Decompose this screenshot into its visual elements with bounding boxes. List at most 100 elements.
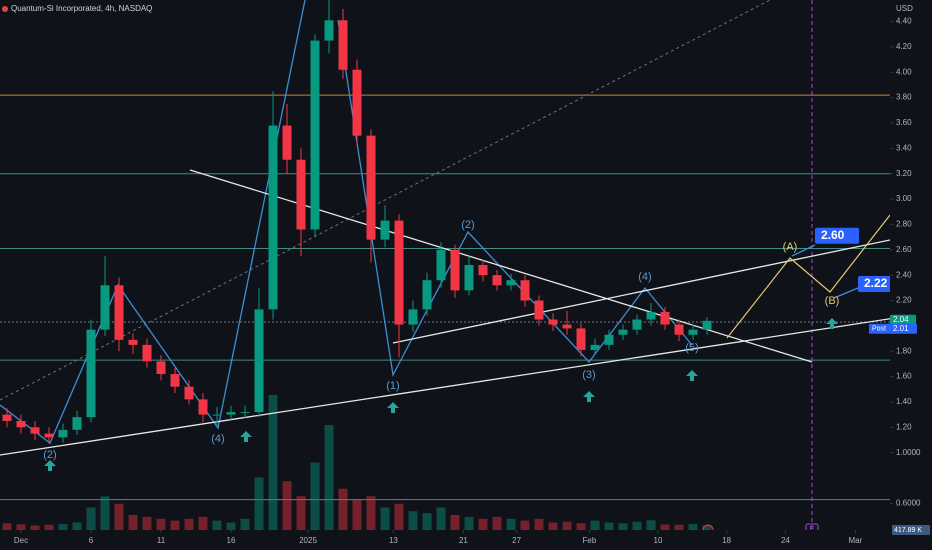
candle-body bbox=[240, 412, 250, 414]
candle-body bbox=[212, 414, 222, 416]
target-box bbox=[858, 275, 890, 292]
x-tick-label: 11 bbox=[157, 536, 166, 545]
candle-body bbox=[338, 20, 348, 70]
x-tick-label: 27 bbox=[512, 536, 521, 545]
volume-bar bbox=[450, 515, 460, 530]
volume-bar bbox=[548, 522, 558, 530]
volume-bar bbox=[506, 518, 516, 530]
volume-label: 417.89 K bbox=[894, 527, 922, 534]
volume-bar bbox=[562, 521, 572, 530]
last-price: 2.04 bbox=[893, 315, 909, 324]
volume-bar bbox=[478, 518, 488, 530]
candle-body bbox=[688, 329, 698, 335]
volume-bar bbox=[352, 500, 362, 530]
volume-bar bbox=[198, 516, 208, 530]
candle-body bbox=[590, 344, 600, 350]
volume-box bbox=[892, 525, 930, 535]
candle-body bbox=[674, 324, 684, 335]
x-tick-label: 6 bbox=[89, 536, 94, 545]
candle-body bbox=[380, 220, 390, 240]
candle-body bbox=[198, 399, 208, 415]
candle-body bbox=[548, 319, 558, 325]
post-label: Post bbox=[872, 326, 886, 333]
arrow bbox=[686, 370, 698, 381]
volume-bar bbox=[58, 524, 68, 530]
arrow bbox=[387, 402, 399, 413]
wave-label: (1) bbox=[386, 380, 399, 392]
y-tick-label: 3.20 bbox=[896, 169, 912, 178]
y-tick-label: 2.60 bbox=[896, 245, 912, 254]
time-axis bbox=[0, 530, 890, 550]
x-tick-label: 16 bbox=[227, 536, 236, 545]
volume-bar bbox=[142, 516, 152, 530]
volume-bar bbox=[520, 520, 530, 530]
candle-body bbox=[296, 159, 306, 230]
y-tick-label: 1.0000 bbox=[896, 448, 921, 457]
y-tick-label: 3.60 bbox=[896, 118, 912, 127]
target-label: 2.60 bbox=[821, 228, 845, 242]
volume-bar bbox=[394, 503, 404, 530]
volume-bar bbox=[590, 520, 600, 530]
arrow bbox=[44, 460, 56, 471]
target-box bbox=[815, 227, 859, 244]
volume-bar bbox=[72, 522, 82, 530]
candle-body bbox=[660, 311, 670, 325]
candle-body bbox=[618, 329, 628, 335]
projection bbox=[726, 214, 890, 339]
volume-bar bbox=[422, 513, 432, 530]
volume-bar bbox=[254, 477, 264, 530]
candle-body bbox=[30, 427, 40, 434]
candle-body bbox=[226, 412, 236, 415]
x-tick-label: 2025 bbox=[299, 536, 317, 545]
currency: USD bbox=[896, 4, 913, 13]
volume-bar bbox=[226, 522, 236, 530]
volume-bar bbox=[674, 524, 684, 530]
candle-body bbox=[576, 328, 586, 350]
volume-bar bbox=[604, 522, 614, 530]
candle-body bbox=[436, 249, 446, 281]
candle-body bbox=[142, 344, 152, 362]
volume-bar bbox=[632, 521, 642, 530]
y-tick-label: 0.6000 bbox=[896, 498, 921, 507]
volume-bar bbox=[100, 496, 110, 530]
pointer bbox=[791, 244, 816, 257]
volume-bar bbox=[534, 518, 544, 530]
targets: 2.60 2.22 bbox=[815, 227, 890, 292]
trend-line bbox=[0, 318, 890, 456]
volume-bar bbox=[436, 507, 446, 530]
candle-body bbox=[268, 125, 278, 310]
arrows bbox=[44, 318, 838, 471]
volume-bar bbox=[240, 518, 250, 530]
candle-body bbox=[604, 334, 614, 345]
candle-body bbox=[520, 280, 530, 301]
candle-body bbox=[86, 329, 96, 418]
candle-body bbox=[632, 319, 642, 330]
volume-bar bbox=[16, 524, 26, 530]
volume-bar bbox=[282, 481, 292, 530]
candle-body bbox=[394, 220, 404, 325]
candle-body bbox=[464, 265, 474, 291]
volume-bar bbox=[310, 462, 320, 530]
last-price-box bbox=[890, 314, 916, 325]
volume-bar bbox=[702, 525, 712, 530]
candle-body bbox=[254, 309, 264, 413]
x-tick-label: Dec bbox=[14, 536, 28, 545]
candle-body bbox=[310, 40, 320, 230]
symbol-icon bbox=[2, 6, 8, 12]
candle-body bbox=[114, 285, 124, 340]
volume-bar bbox=[184, 518, 194, 530]
x-tick-label: 21 bbox=[459, 536, 468, 545]
y-tick-label: 3.80 bbox=[896, 93, 912, 102]
price-axis bbox=[890, 0, 932, 550]
candle-body bbox=[324, 20, 334, 41]
volume-bar bbox=[2, 523, 12, 530]
y-tick-label: 1.40 bbox=[896, 397, 912, 406]
candle-body bbox=[72, 417, 82, 430]
volume-bar bbox=[30, 525, 40, 530]
candle-body bbox=[702, 320, 712, 330]
volume-bar bbox=[366, 496, 376, 530]
y-tick-label: 3.40 bbox=[896, 143, 912, 152]
candle-body bbox=[170, 374, 180, 387]
arrow bbox=[583, 391, 595, 402]
candle-body bbox=[128, 339, 138, 345]
